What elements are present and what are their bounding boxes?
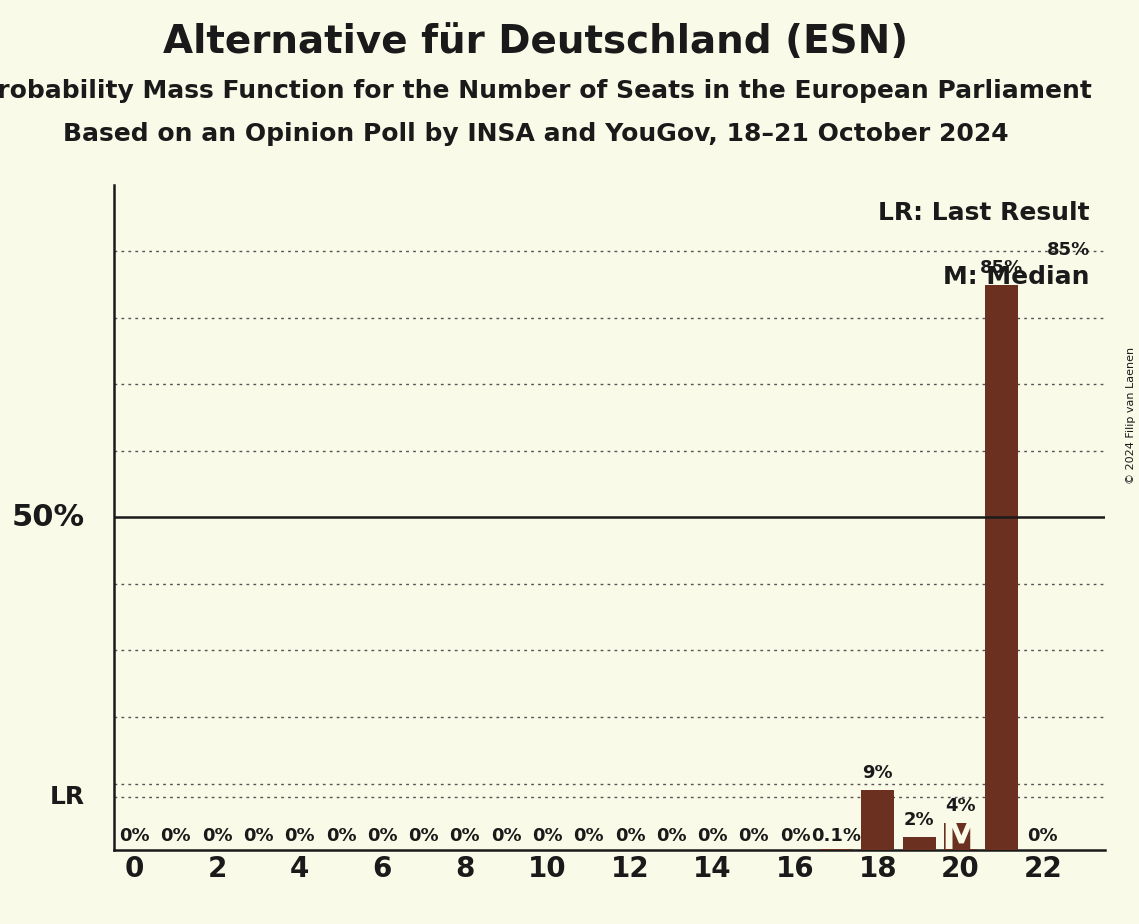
Text: Alternative für Deutschland (ESN): Alternative für Deutschland (ESN) [163,23,908,61]
Text: M: M [941,820,980,857]
Text: 50%: 50% [11,503,85,532]
Text: 0%: 0% [161,827,191,845]
Text: 0%: 0% [120,827,150,845]
Text: Based on an Opinion Poll by INSA and YouGov, 18–21 October 2024: Based on an Opinion Poll by INSA and You… [63,122,1008,146]
Text: 85%: 85% [1047,241,1090,260]
Text: 0%: 0% [573,827,604,845]
Text: 9%: 9% [862,764,893,783]
Text: Probability Mass Function for the Number of Seats in the European Parliament: Probability Mass Function for the Number… [0,79,1092,103]
Text: 4%: 4% [945,797,976,816]
Text: 0%: 0% [738,827,769,845]
Text: 85%: 85% [980,259,1023,276]
Text: © 2024 Filip van Laenen: © 2024 Filip van Laenen [1126,347,1136,484]
Text: 0%: 0% [285,827,316,845]
Text: 0%: 0% [615,827,646,845]
Text: 0%: 0% [450,827,481,845]
Text: 0%: 0% [656,827,687,845]
Bar [861,790,894,850]
Text: LR: Last Result: LR: Last Result [878,201,1090,225]
Text: 0%: 0% [367,827,398,845]
Text: LR: LR [50,784,85,808]
Text: 2%: 2% [903,810,934,829]
Text: 0%: 0% [326,827,357,845]
Text: 0%: 0% [780,827,811,845]
Text: 0.1%: 0.1% [811,827,861,845]
Text: 0%: 0% [532,827,563,845]
Text: 0%: 0% [243,827,273,845]
Text: 0%: 0% [408,827,439,845]
Text: M: Median: M: Median [943,264,1090,288]
Bar [944,823,977,850]
Text: 0%: 0% [202,827,232,845]
Text: 0%: 0% [1027,827,1058,845]
Text: 0%: 0% [491,827,522,845]
Bar [985,285,1018,850]
Text: 0%: 0% [697,827,728,845]
Bar [902,837,935,850]
